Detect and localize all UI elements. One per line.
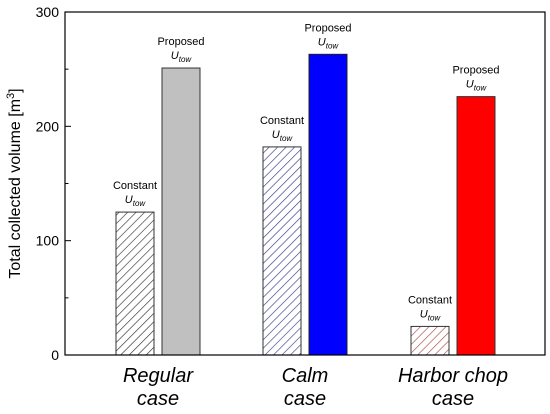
bar bbox=[161, 67, 201, 356]
y-tick-label: 300 bbox=[36, 4, 60, 20]
bar-annotation-label: Proposed bbox=[157, 36, 204, 48]
bar-annotation-symbol: Utow bbox=[272, 129, 294, 143]
group-label: Harbor chop bbox=[398, 365, 508, 387]
group-label-case: case bbox=[137, 388, 179, 410]
y-axis: 0 100 200 300 bbox=[36, 4, 71, 363]
group-label: Calm bbox=[282, 365, 329, 387]
y-tick-label: 200 bbox=[36, 118, 60, 134]
bar-annotation-label: Constant bbox=[408, 294, 452, 306]
bar-annotation-symbol: Utow bbox=[420, 308, 442, 322]
y-tick-label: 0 bbox=[51, 347, 59, 363]
bar-annotation-label: Proposed bbox=[304, 22, 351, 34]
bar-annotation-label: Proposed bbox=[452, 65, 499, 77]
bar-annotation-symbol: Utow bbox=[125, 194, 147, 208]
bar-annotation-symbol: Utow bbox=[318, 36, 340, 50]
bar-annotation-symbol: Utow bbox=[466, 79, 488, 93]
bar bbox=[456, 96, 496, 356]
labels-layer: ConstantUtowProposedUtowRegularcaseConst… bbox=[113, 22, 508, 410]
group-label-case: case bbox=[284, 388, 326, 410]
bars-layer bbox=[115, 53, 496, 356]
bar bbox=[115, 211, 155, 356]
group-label: Regular bbox=[123, 365, 194, 387]
bar bbox=[410, 325, 450, 356]
bar bbox=[308, 53, 348, 356]
y-axis-title: Total collected volume [m3] bbox=[5, 88, 24, 278]
bar bbox=[262, 146, 302, 356]
bar-annotation-label: Constant bbox=[260, 115, 304, 127]
bar-annotation-label: Constant bbox=[113, 180, 157, 192]
y-tick-label: 100 bbox=[36, 233, 60, 249]
group-label-case: case bbox=[432, 388, 474, 410]
bar-annotation-symbol: Utow bbox=[171, 50, 193, 64]
